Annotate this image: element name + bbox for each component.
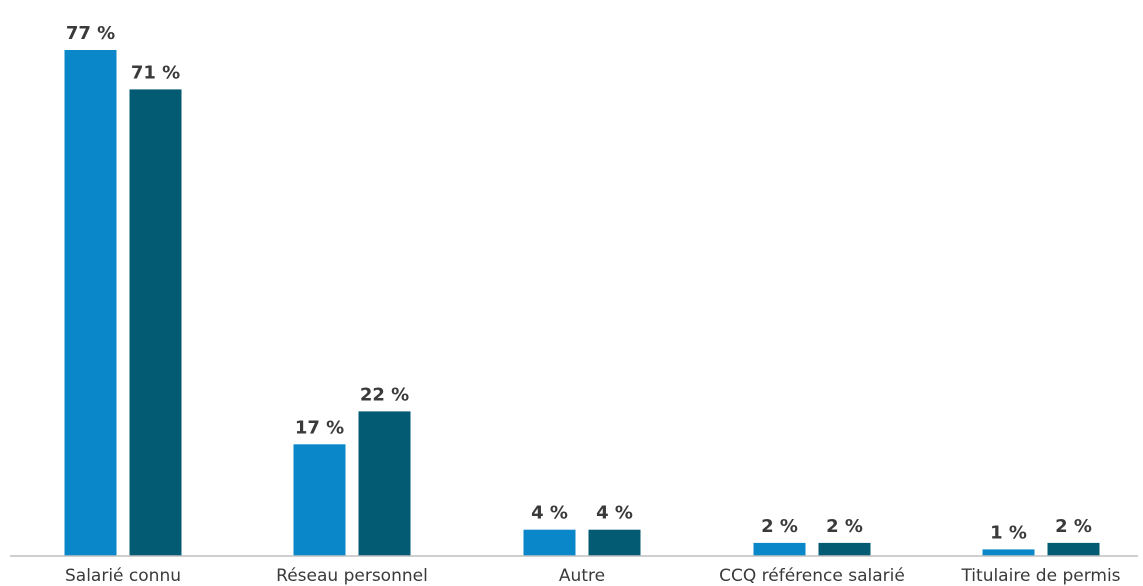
category-label-5: Titulaire de permis <box>960 566 1120 586</box>
bars-group <box>64 50 1100 557</box>
bar-series1-3 <box>523 529 576 556</box>
category-label-1: Salarié connu <box>65 566 181 586</box>
bar-series2-3 <box>588 529 641 556</box>
data-label-series2-1: 71 % <box>131 62 180 83</box>
data-label-series1-5: 1 % <box>990 522 1027 543</box>
category-label-2: Réseau personnel <box>276 566 428 586</box>
data-label-series1-1: 77 % <box>66 23 115 44</box>
data-label-series2-3: 4 % <box>596 503 633 524</box>
data-label-series1-4: 2 % <box>761 516 798 537</box>
bar-series1-1 <box>64 50 117 556</box>
bar-series1-4 <box>753 542 806 556</box>
category-label-4: CCQ référence salarié <box>719 566 905 586</box>
data-label-series2-5: 2 % <box>1055 516 1092 537</box>
data-label-series2-4: 2 % <box>826 516 863 537</box>
bar-series2-1 <box>129 89 182 557</box>
bar-series1-5 <box>982 549 1035 556</box>
bar-series1-2 <box>293 444 346 556</box>
bar-series2-2 <box>358 411 411 556</box>
bar-series2-4 <box>818 542 871 556</box>
data-labels-group: 77 % 71 % 17 % 22 % 4 % 4 % 2 % 2 % 1 % 2 % <box>66 23 1092 543</box>
data-label-series2-2: 22 % <box>360 384 409 405</box>
bar-series2-5 <box>1047 542 1100 556</box>
data-label-series1-3: 4 % <box>531 503 568 524</box>
data-label-series1-2: 17 % <box>295 417 344 438</box>
category-label-3: Autre <box>559 566 605 586</box>
category-labels-group: Salarié connu Réseau personnel Autre CCQ ré… <box>65 566 1121 586</box>
